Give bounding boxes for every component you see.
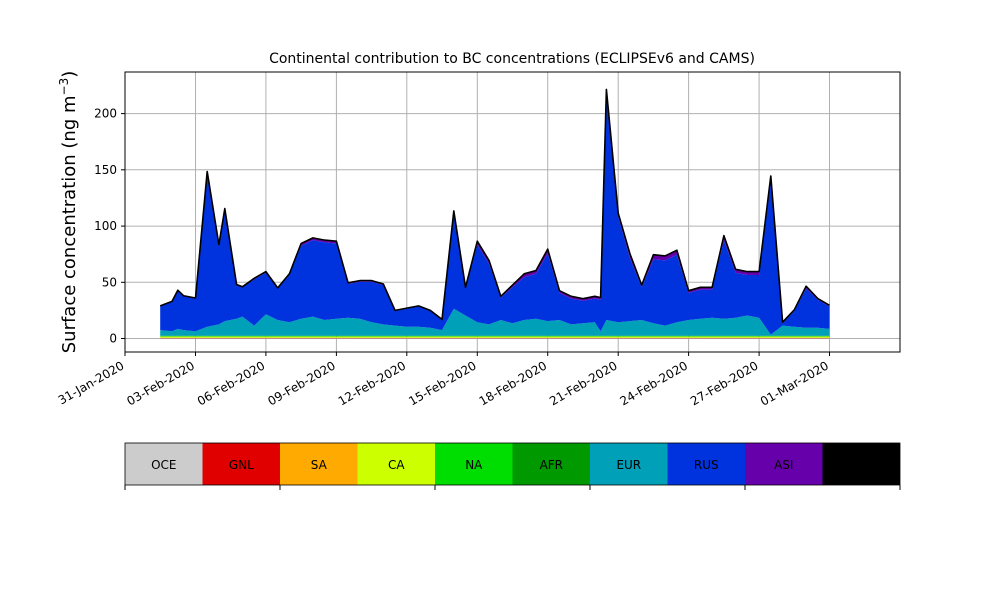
legend-label-sa: SA [311,458,328,472]
y-axis-label: Surface concentration (ng m−3) [57,71,80,354]
legend-label-aus: AUS [849,458,874,472]
legend-swatch-eur [590,443,668,485]
legend-label-gnl: GNL [229,458,254,472]
area-ca [160,336,830,338]
y-axis-label-close: ) [59,71,80,78]
y-tick-label: 0 [109,332,117,346]
legend-swatch-gnl [202,443,280,485]
legend-label-oce: OCE [151,458,176,472]
legend-label-asi: ASI [774,458,793,472]
x-tick-label: 12-Feb-2020 [336,358,409,408]
area-eur [160,308,830,336]
area-na [160,336,830,337]
legend-label-afr: AFR [540,458,563,472]
x-tick-label: 18-Feb-2020 [477,358,550,408]
legend: OCE GNL SA CA NA AFR EUR RUS ASI AUS [124,442,901,490]
legend-frame [124,442,901,486]
x-tick-label: 27-Feb-2020 [688,358,761,408]
x-tick-label: 24-Feb-2020 [618,358,691,408]
legend-label-eur: EUR [616,458,641,472]
plot-frame [124,71,901,353]
legend-label-ca: CA [388,458,405,472]
x-tick-label: 03-Feb-2020 [124,358,197,408]
y-tick-label: 200 [94,107,117,121]
x-tick-label: 31-Jan-2020 [56,358,127,407]
legend-swatch-rus [667,443,745,485]
x-axis: 31-Jan-202003-Feb-202006-Feb-202009-Feb-… [56,352,831,409]
legend-swatch-oce [125,443,203,485]
x-tick-label: 21-Feb-2020 [547,358,620,408]
area-rus [160,95,830,335]
stacked-areas [160,89,830,339]
chart-title: Continental contribution to BC concentra… [269,51,755,67]
y-axis-label-superscript: −3 [57,78,71,96]
x-tick-label: 01-Mar-2020 [758,358,831,408]
legend-swatch-asi [745,443,823,485]
total-line [159,88,830,323]
total-line-path [159,88,830,323]
legend-swatch-afr [512,443,590,485]
legend-swatch-aus [822,443,900,485]
legend-swatch-sa [280,443,358,485]
y-tick-label: 150 [94,163,117,177]
x-tick-label: 09-Feb-2020 [265,358,338,408]
y-axis-label-main: Surface concentration (ng m [59,95,80,353]
x-tick-label: 15-Feb-2020 [406,358,479,408]
legend-swatch-ca [357,443,435,485]
y-axis: 0 50 100 150 200 [94,107,125,346]
legend-swatch-na [435,443,513,485]
legend-label-na: NA [465,458,483,472]
y-tick-label: 50 [102,275,117,289]
y-tick-label: 100 [94,219,117,233]
legend-label-rus: RUS [694,458,719,472]
x-tick-label: 06-Feb-2020 [195,358,268,408]
